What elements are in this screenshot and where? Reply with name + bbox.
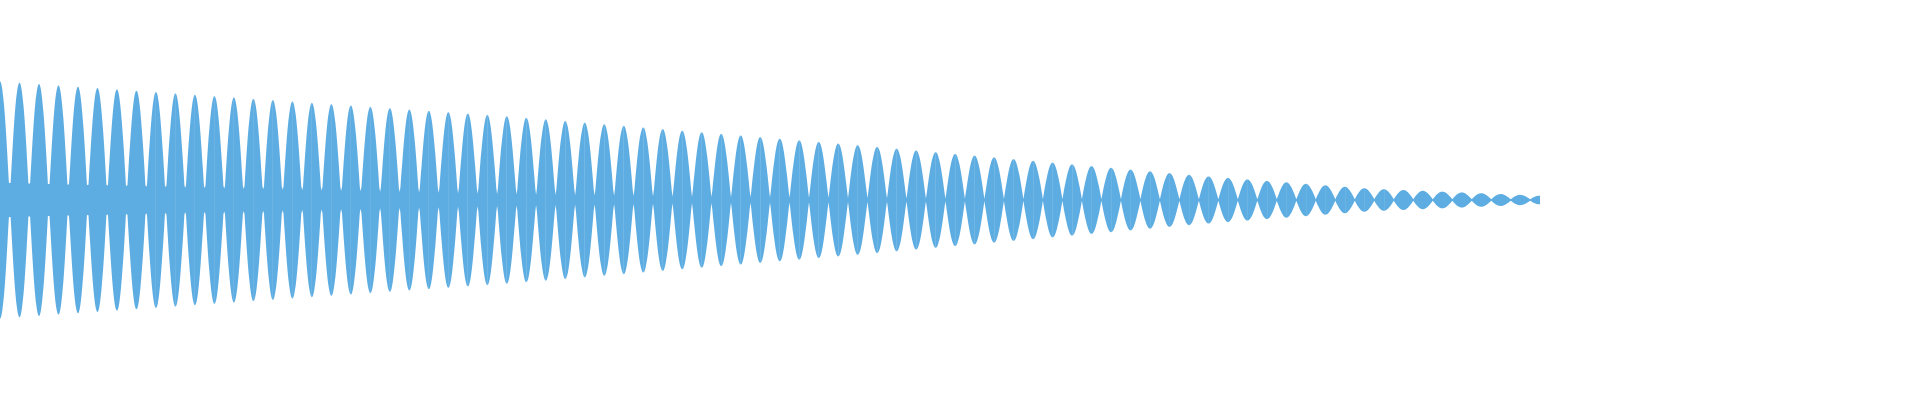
waveform-beat-lobe bbox=[643, 127, 663, 273]
waveform-beat-lobe bbox=[1462, 192, 1482, 208]
waveform-beat-lobe bbox=[1228, 177, 1248, 223]
waveform-beat-lobe bbox=[565, 120, 585, 280]
waveform-beat-lobe bbox=[799, 140, 819, 260]
waveform-beat-lobe bbox=[136, 90, 156, 310]
waveform-beat-lobe bbox=[1364, 188, 1385, 212]
waveform-beat-lobe bbox=[370, 106, 390, 294]
waveform-beat-lobe bbox=[662, 129, 683, 271]
waveform-beat-lobe bbox=[1189, 174, 1209, 226]
waveform-beat-lobe bbox=[1384, 189, 1404, 211]
waveform-beat-lobe bbox=[604, 124, 624, 276]
waveform-beat-lobe bbox=[838, 143, 858, 257]
waveform-beat-lobe bbox=[175, 93, 195, 307]
waveform-beat-lobe bbox=[974, 155, 995, 245]
waveform-beat-lobe bbox=[584, 122, 605, 278]
waveform-beat-lobe bbox=[1286, 182, 1307, 218]
waveform-beat-lobe bbox=[214, 96, 234, 304]
waveform-beat-lobe bbox=[97, 87, 117, 313]
waveform-beat-lobe bbox=[389, 108, 410, 292]
waveform-beat-lobe bbox=[253, 98, 273, 302]
waveform-beat-lobe bbox=[272, 100, 293, 300]
waveform-beat-lobe bbox=[350, 105, 371, 295]
waveform-beat-lobe bbox=[779, 138, 800, 262]
waveform-beat-lobe bbox=[0, 81, 20, 319]
waveform-beat-lobe bbox=[1208, 176, 1229, 224]
waveform-beat-lobe bbox=[1267, 180, 1287, 220]
waveform-beat-lobe bbox=[1072, 164, 1092, 236]
waveform-beat-lobe bbox=[857, 145, 878, 255]
waveform-beat-lobe bbox=[409, 109, 429, 291]
waveform-beat-lobe bbox=[311, 102, 332, 298]
waveform-beat-lobe bbox=[1423, 190, 1443, 210]
waveform-beat-lobe bbox=[1052, 162, 1073, 238]
waveform-beat-lobe bbox=[194, 94, 215, 306]
waveform-beat-lobe bbox=[58, 85, 78, 315]
waveform-beat-lobe bbox=[1520, 194, 1540, 206]
waveform-beat-lobe bbox=[896, 148, 917, 252]
waveform-beat-lobe bbox=[526, 117, 546, 283]
waveform-beat-lobe bbox=[955, 153, 975, 247]
waveform-series bbox=[0, 81, 1540, 319]
waveform-beat-lobe bbox=[1442, 191, 1462, 209]
waveform-beat-lobe bbox=[233, 97, 254, 303]
waveform-beat-lobe bbox=[1501, 194, 1521, 206]
waveform-beat-lobe bbox=[39, 83, 59, 317]
waveform-beat-lobe bbox=[721, 133, 741, 267]
waveform-beat-lobe bbox=[1111, 167, 1131, 233]
waveform-beat-lobe bbox=[1033, 160, 1053, 240]
waveform-beat-lobe bbox=[487, 114, 507, 286]
waveform-beat-lobe bbox=[740, 135, 761, 265]
waveform-beat-lobe bbox=[760, 137, 780, 263]
waveform-beat-lobe bbox=[292, 101, 312, 299]
waveform-beat-lobe bbox=[1169, 173, 1190, 227]
waveform-beat-lobe bbox=[994, 157, 1014, 243]
waveform-beat-lobe bbox=[117, 89, 137, 311]
waveform-beat-lobe bbox=[1091, 166, 1112, 234]
waveform-beat-lobe bbox=[1403, 190, 1423, 210]
waveform-beat-lobe bbox=[1481, 193, 1501, 207]
waveform-beat-lobe bbox=[682, 130, 702, 270]
waveform-beat-lobe bbox=[916, 150, 936, 250]
waveform-beat-lobe bbox=[623, 125, 644, 275]
waveform-beat-lobe bbox=[1130, 169, 1151, 231]
waveform-beat-lobe bbox=[877, 146, 897, 254]
waveform-beat-lobe bbox=[448, 112, 468, 288]
waveform-beat-lobe bbox=[701, 132, 722, 268]
waveform-beat-lobe bbox=[935, 152, 956, 248]
waveform-beat-lobe bbox=[1247, 179, 1268, 221]
waveform-beat-lobe bbox=[428, 110, 449, 290]
waveform-beat-lobe bbox=[78, 86, 98, 314]
waveform-beat-lobe bbox=[1150, 171, 1170, 229]
waveform-beat-lobe bbox=[1306, 183, 1326, 217]
waveform-beat-lobe bbox=[506, 116, 527, 284]
waveform-beat-lobe bbox=[331, 104, 351, 296]
waveform-beat-lobe bbox=[1325, 185, 1346, 215]
waveform-beat-lobe bbox=[1013, 159, 1034, 241]
waveform-beat-lobe bbox=[19, 82, 39, 318]
waveform-beat-lobe bbox=[467, 113, 488, 287]
waveform-beat-lobe bbox=[545, 119, 566, 281]
waveform-beat-lobe bbox=[1345, 186, 1365, 214]
waveform-beat-lobe bbox=[155, 92, 176, 308]
waveform-beat-lobe bbox=[818, 141, 839, 259]
